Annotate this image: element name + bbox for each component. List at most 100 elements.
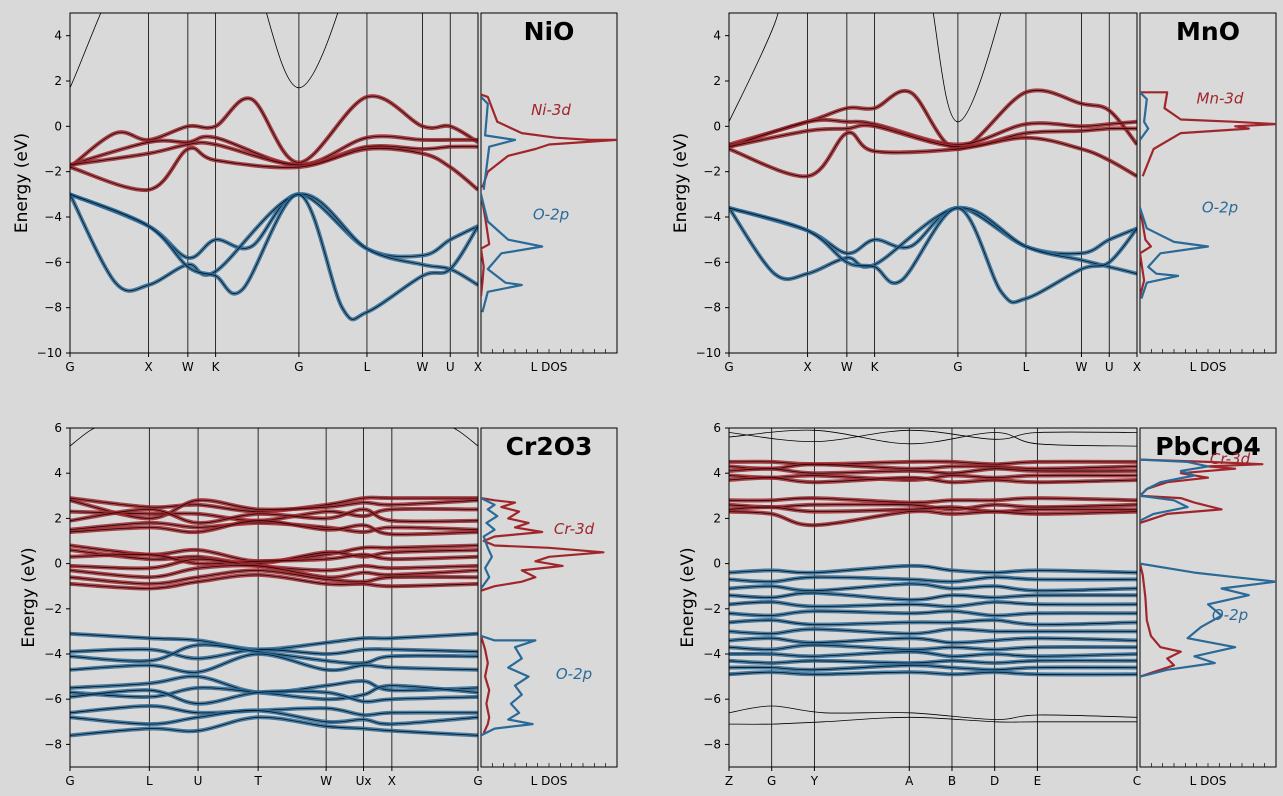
dos-axis-label: L DOS (1190, 360, 1227, 374)
y-tick-label: 2 (54, 74, 62, 88)
x-tick-label: K (871, 360, 880, 374)
y-axis-title: Energy (eV) (678, 547, 698, 647)
band-line-core (70, 549, 478, 565)
x-tick-label: G (294, 360, 303, 374)
band-line-core (729, 610, 1137, 617)
dos-curve (1140, 207, 1210, 299)
band-line-core (70, 574, 478, 589)
y-tick-label: −4 (703, 210, 721, 224)
band-line (70, 192, 478, 293)
band-line-core (70, 648, 478, 659)
band-line-core (729, 619, 1137, 626)
band-line-core (70, 705, 478, 716)
panel-cr2o3: −8 −6 −4 −2 0 2 4 6 G L U T W Ux X G Energy (eV) L DOS Cr2… (19, 421, 618, 788)
x-tick-label: Z (725, 774, 733, 788)
dos-group (1140, 91, 1276, 299)
y-tick-label: −8 (703, 737, 721, 751)
band-group (70, 13, 478, 322)
dos-axis-label: L DOS (1190, 774, 1227, 788)
band-group (70, 428, 478, 738)
panel-mno: −10 −8 −6 −4 −2 0 2 4 G X W K G L W U X Energy (eV) L DOS M… (671, 12, 1277, 374)
orbital-annotation: Cr-3d (554, 520, 595, 538)
band-line-core (70, 553, 478, 565)
orbital-annotation: Mn-3d (1197, 90, 1244, 108)
x-tick-label: X (803, 360, 811, 374)
orbital-annotation: O-2p (1202, 198, 1238, 216)
y-tick-label: 6 (54, 421, 62, 435)
y-tick-label: −6 (44, 692, 62, 706)
x-tick-label: Y (810, 774, 819, 788)
x-tick-label: G (953, 360, 962, 374)
y-tick-label: 4 (54, 466, 62, 480)
band-line-core (70, 564, 478, 578)
band-line (729, 590, 1137, 602)
bands-frame (69, 12, 479, 354)
orbital-annotation: O-2p (533, 205, 569, 223)
x-tick-label: A (905, 774, 914, 788)
orbital-annotation: O-2p (556, 665, 592, 683)
band-line-core (70, 685, 478, 700)
band-line (729, 716, 1137, 725)
band-line-core (729, 461, 1137, 465)
y-tick-label: 4 (54, 29, 62, 43)
band-line-core (70, 558, 478, 571)
band-line (452, 428, 478, 447)
band-line-core (729, 506, 1137, 513)
band-line-core (70, 716, 478, 736)
y-tick-label: 6 (713, 421, 721, 435)
dos-curve (481, 497, 499, 590)
y-axis-title: Energy (eV) (12, 133, 32, 233)
y-tick-label: −2 (44, 165, 62, 179)
dos-axis-label: L DOS (531, 774, 568, 788)
x-tick-label: E (1034, 774, 1042, 788)
x-tick-label: G (473, 774, 482, 788)
y-tick-label: −4 (44, 210, 62, 224)
band-group (729, 429, 1137, 725)
y-tick-label: 2 (713, 74, 721, 88)
y-tick-label: −10 (37, 346, 62, 360)
dos-curve (1140, 207, 1152, 297)
panel-pbcro4: −8 −6 −4 −2 0 2 4 6 Z G Y A B D E C Energy (eV) L DOS PbCr… (678, 421, 1277, 788)
dos-curve (1140, 562, 1276, 678)
dos-curve (1140, 91, 1150, 141)
dos-curve (1140, 458, 1264, 524)
y-tick-label: −2 (703, 165, 721, 179)
x-tick-label: G (65, 360, 74, 374)
dos-curve (1140, 91, 1276, 177)
panel-title: PbCrO4 (1155, 432, 1261, 461)
y-tick-label: 4 (713, 29, 721, 43)
dos-curve (481, 634, 537, 737)
bands-frame (69, 427, 479, 768)
band-group (729, 13, 1137, 305)
band-line (70, 428, 96, 447)
band-line-core (729, 124, 1137, 148)
panel-title: Cr2O3 (506, 432, 593, 461)
band-line-core (729, 119, 1137, 148)
orbital-annotation: Ni-3d (531, 101, 571, 119)
dos-curve (481, 194, 544, 313)
dos-group (481, 93, 617, 313)
band-line-core (729, 90, 1137, 150)
y-tick-label: −4 (44, 647, 62, 661)
dos-curve (481, 497, 605, 592)
x-tick-label: W (182, 360, 194, 374)
x-tick-label: L (1023, 360, 1030, 374)
band-line-core (729, 601, 1137, 607)
dos-curve (1140, 458, 1210, 522)
y-tick-label: 0 (54, 119, 62, 133)
band-line-core (70, 633, 478, 650)
x-tick-label: W (417, 360, 429, 374)
band-line-core (729, 497, 1137, 504)
band-line (729, 429, 1137, 447)
band-line-core (729, 576, 1137, 583)
x-tick-label: W (320, 774, 332, 788)
y-tick-label: −2 (703, 602, 721, 616)
x-tick-label: X (474, 360, 482, 374)
band-line-core (729, 132, 1137, 177)
band-line (729, 705, 1137, 720)
band-line-core (729, 565, 1137, 574)
y-tick-label: −10 (696, 346, 721, 360)
band-line-core (729, 651, 1137, 657)
band-line-core (729, 592, 1137, 601)
